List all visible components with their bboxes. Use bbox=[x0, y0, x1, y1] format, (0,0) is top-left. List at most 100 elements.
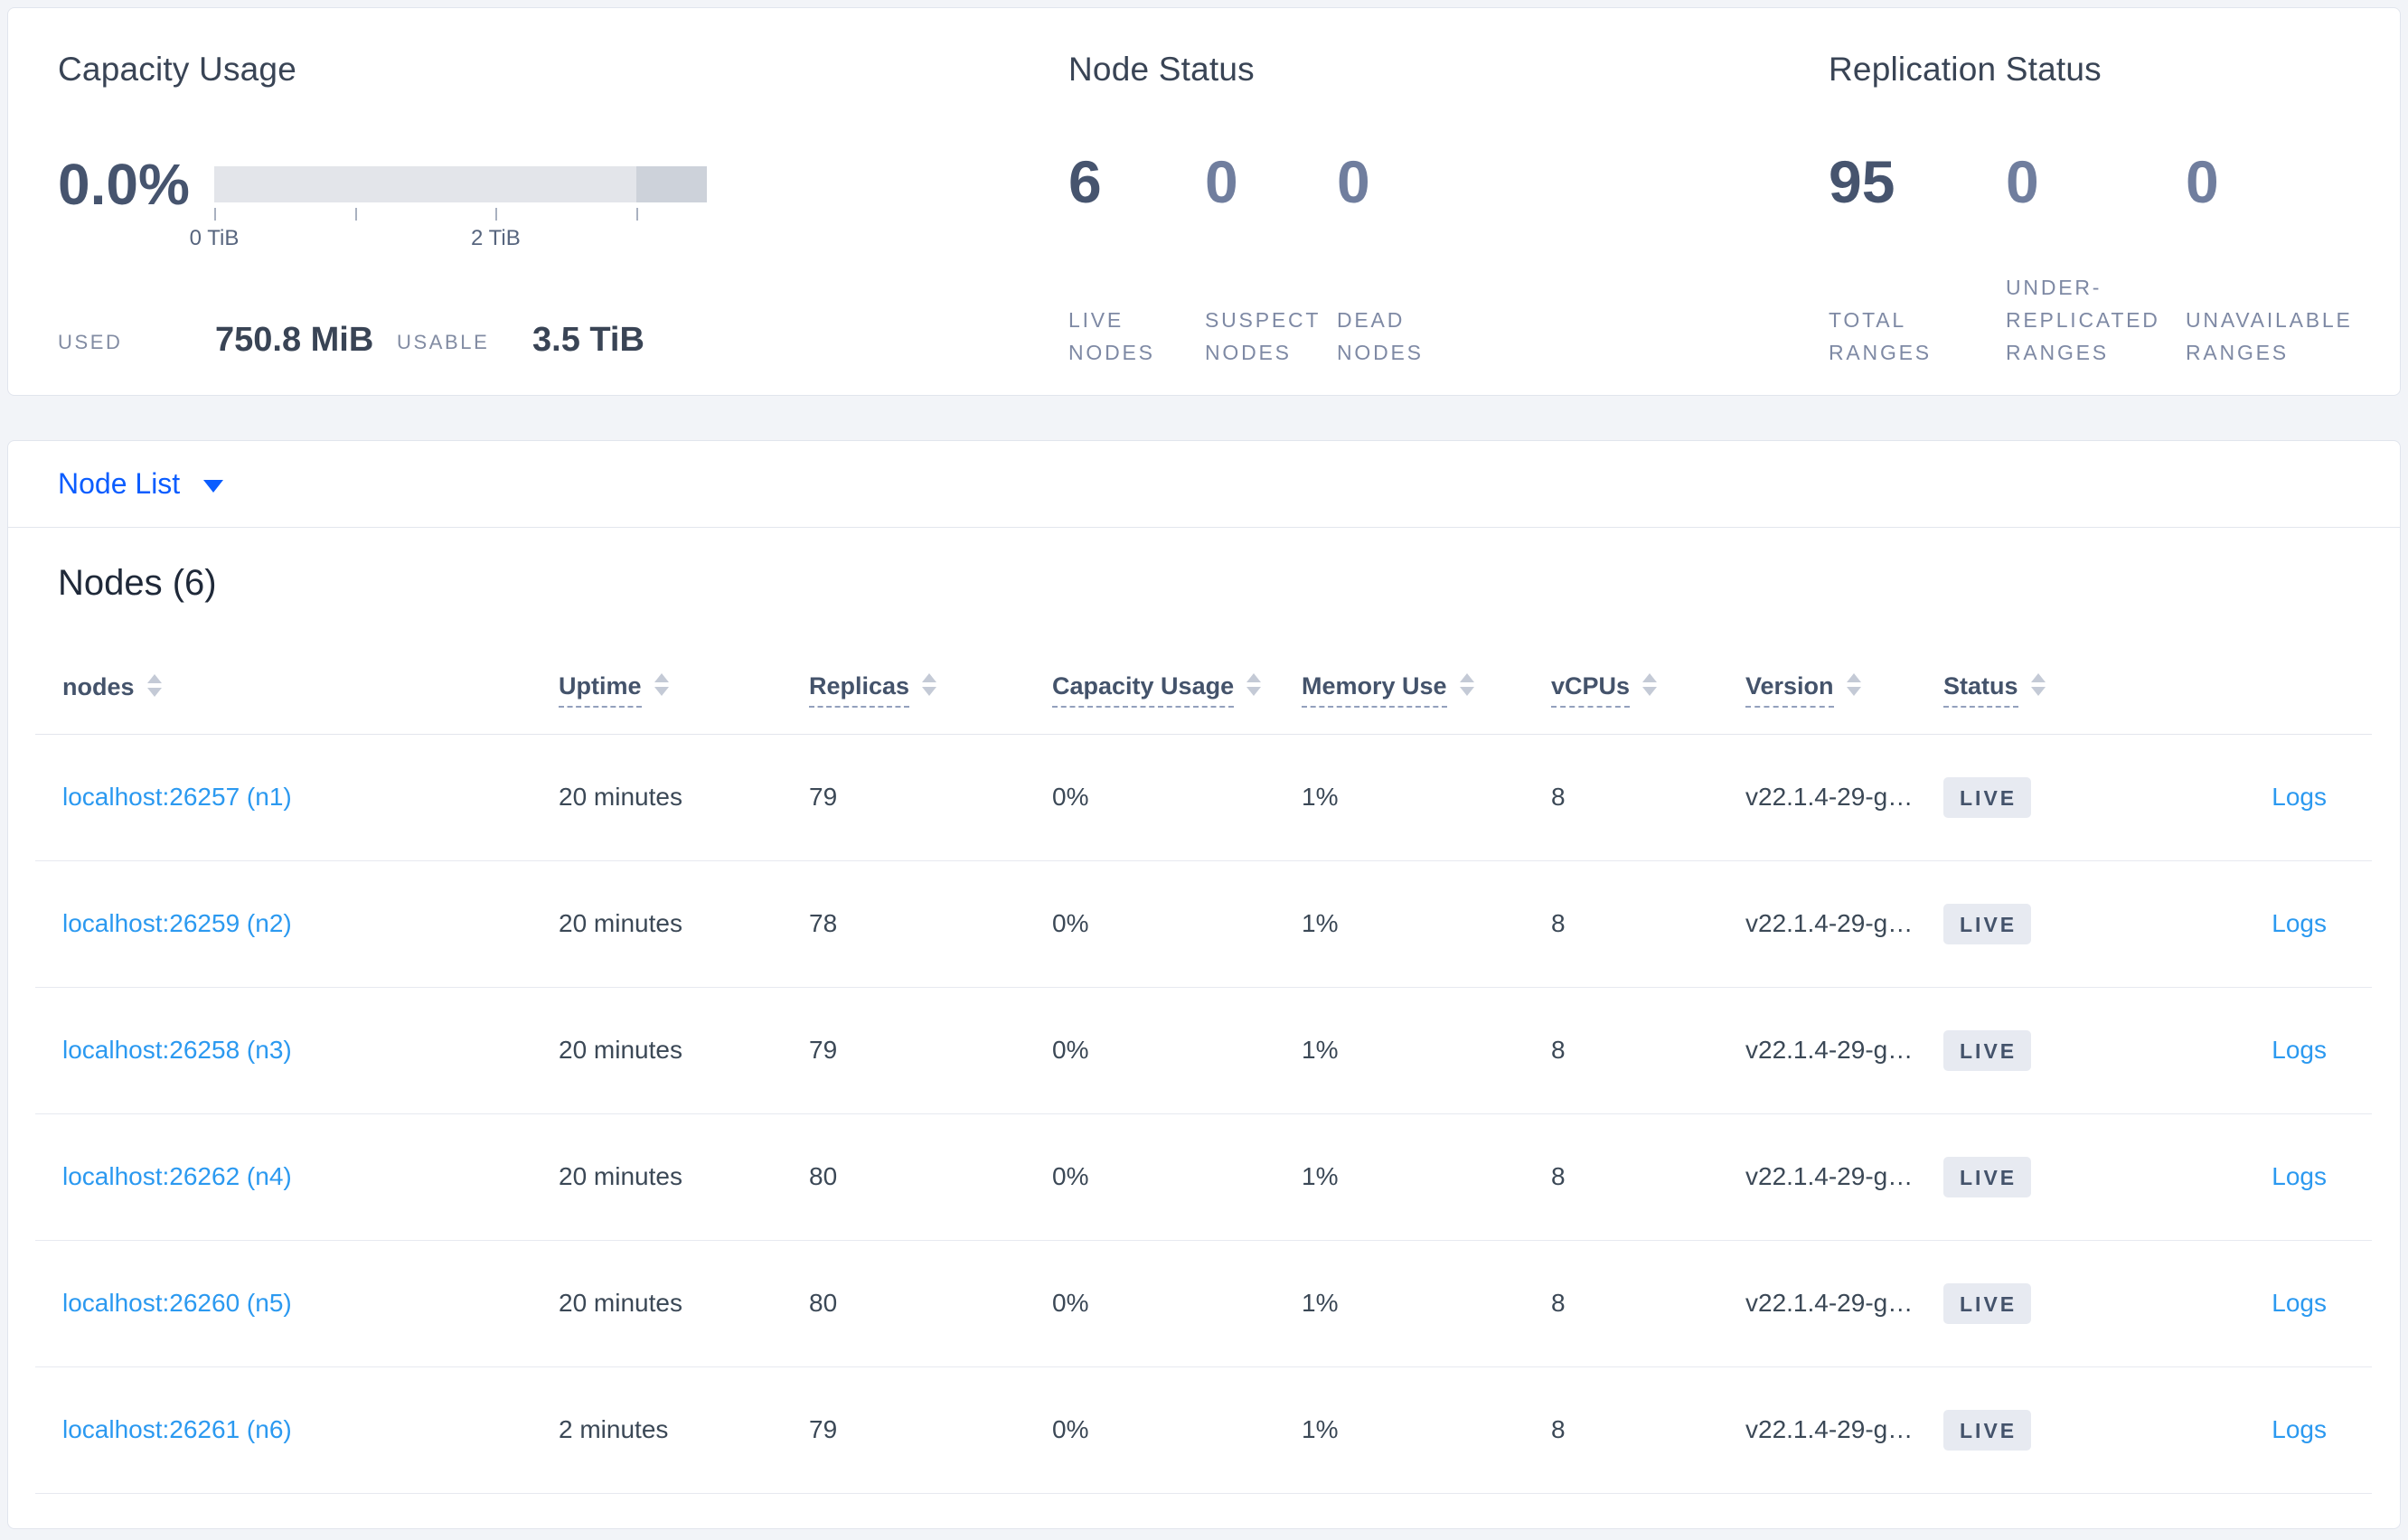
table-row: localhost:26258 (n3) 20 minutes 79 0% 1% 8 v22… bbox=[35, 987, 2372, 1114]
replication-status-title: Replication Status bbox=[1829, 51, 2102, 88]
uptime-cell: 20 minutes bbox=[559, 783, 682, 811]
column-label-uptime: Uptime bbox=[559, 672, 642, 709]
uptime-cell: 20 minutes bbox=[559, 909, 682, 937]
column-label-memory: Memory Use bbox=[1302, 672, 1447, 709]
capacity-axis-tick bbox=[636, 208, 639, 221]
column-header-vcpus[interactable]: vCPUs bbox=[1524, 647, 1718, 735]
vcpus-cell: 8 bbox=[1551, 1289, 1566, 1317]
memory-cell: 1% bbox=[1302, 1289, 1339, 1317]
node-link[interactable]: localhost:26262 (n4) bbox=[62, 1162, 292, 1190]
column-header-status[interactable]: Status bbox=[1916, 647, 2097, 735]
column-header-memory[interactable]: Memory Use bbox=[1275, 647, 1524, 735]
logs-link[interactable]: Logs bbox=[2272, 1162, 2327, 1190]
node-link[interactable]: localhost:26257 (n1) bbox=[62, 783, 292, 811]
memory-cell: 1% bbox=[1302, 783, 1339, 811]
column-header-uptime[interactable]: Uptime bbox=[531, 647, 782, 735]
capacity-usage-title: Capacity Usage bbox=[58, 51, 296, 88]
replicas-cell: 80 bbox=[809, 1162, 838, 1190]
uptime-cell: 2 minutes bbox=[559, 1415, 669, 1443]
column-header-logs bbox=[2097, 647, 2372, 735]
nodes-table-head-row: nodes Uptime Replicas Capacity Usage Memory … bbox=[35, 647, 2372, 735]
version-cell: v22.1.4-29-g… bbox=[1745, 1036, 1914, 1064]
vcpus-cell: 8 bbox=[1551, 783, 1566, 811]
table-row: localhost:26259 (n2) 20 minutes 78 0% 1% 8 v22… bbox=[35, 860, 2372, 988]
capacity-cell: 0% bbox=[1052, 1289, 1089, 1317]
node-link[interactable]: localhost:26259 (n2) bbox=[62, 909, 292, 937]
capacity-axis-label: 0 TiB bbox=[189, 226, 240, 250]
replicas-cell: 78 bbox=[809, 909, 838, 937]
logs-link[interactable]: Logs bbox=[2272, 1415, 2327, 1443]
table-row: localhost:26261 (n6) 2 minutes 79 0% 1% 8 v22.… bbox=[35, 1366, 2372, 1494]
column-label-node: nodes bbox=[62, 673, 135, 701]
column-header-node[interactable]: nodes bbox=[35, 647, 531, 735]
node-status-section: Node Status 6 LIVE NODES 0 SUSPECT NODES… bbox=[1068, 48, 1701, 391]
uptime-cell: 20 minutes bbox=[559, 1036, 682, 1064]
capacity-bar: 0 TiB 2 TiB bbox=[190, 166, 707, 257]
replicas-cell: 79 bbox=[809, 1415, 838, 1443]
status-badge: LIVE bbox=[1943, 776, 2032, 818]
usable-value: 3.5 TiB bbox=[532, 321, 644, 359]
used-value: 750.8 MiB bbox=[215, 321, 374, 359]
logs-link[interactable]: Logs bbox=[2272, 1289, 2327, 1317]
stat-dead-nodes: 0 DEAD NODES bbox=[1337, 152, 1491, 369]
sort-icon bbox=[1642, 672, 1658, 696]
vcpus-cell: 8 bbox=[1551, 1036, 1566, 1064]
vcpus-cell: 8 bbox=[1551, 1415, 1566, 1443]
total-ranges-value: 95 bbox=[1829, 148, 1895, 215]
vcpus-cell: 8 bbox=[1551, 1162, 1566, 1190]
capacity-cell: 0% bbox=[1052, 1162, 1089, 1190]
replicas-cell: 80 bbox=[809, 1289, 838, 1317]
version-cell: v22.1.4-29-g… bbox=[1745, 909, 1914, 937]
node-list-header-bar: Node List bbox=[8, 441, 2400, 528]
node-list-dropdown[interactable]: Node List bbox=[58, 467, 224, 501]
capacity-bar-reserved-segment bbox=[636, 166, 707, 202]
sort-icon bbox=[1846, 672, 1861, 696]
version-cell: v22.1.4-29-g… bbox=[1745, 1415, 1914, 1443]
node-link[interactable]: localhost:26258 (n3) bbox=[62, 1036, 292, 1064]
capacity-cell: 0% bbox=[1052, 909, 1089, 937]
replicas-cell: 79 bbox=[809, 1036, 838, 1064]
live-nodes-value: 6 bbox=[1068, 148, 1102, 215]
unavailable-ranges-label: UNAVAILABLE RANGES bbox=[2186, 308, 2353, 364]
column-label-version: Version bbox=[1745, 672, 1834, 709]
sort-icon bbox=[1246, 672, 1262, 696]
column-label-status: Status bbox=[1943, 672, 2018, 709]
stat-total-ranges: 95 TOTAL RANGES bbox=[1829, 152, 2006, 369]
version-cell: v22.1.4-29-g… bbox=[1745, 1162, 1914, 1190]
version-cell: v22.1.4-29-g… bbox=[1745, 1289, 1914, 1317]
used-label: USED bbox=[58, 331, 123, 353]
chevron-down-icon bbox=[203, 479, 224, 493]
sort-icon bbox=[654, 672, 669, 696]
column-label-capacity: Capacity Usage bbox=[1052, 672, 1235, 709]
capacity-axis-tick bbox=[214, 208, 216, 221]
dead-nodes-value: 0 bbox=[1337, 148, 1370, 215]
capacity-usage-section: Capacity Usage 0.0% 0 TiB 2 TiB USED 750… bbox=[58, 48, 1025, 391]
node-link[interactable]: localhost:26261 (n6) bbox=[62, 1415, 292, 1443]
capacity-cell: 0% bbox=[1052, 1415, 1089, 1443]
logs-link[interactable]: Logs bbox=[2272, 783, 2327, 811]
total-ranges-label: TOTAL RANGES bbox=[1829, 308, 1932, 364]
status-badge: LIVE bbox=[1943, 903, 2032, 944]
stat-suspect-nodes: 0 SUSPECT NODES bbox=[1205, 152, 1337, 369]
stat-live-nodes: 6 LIVE NODES bbox=[1068, 152, 1205, 369]
table-row: localhost:26262 (n4) 20 minutes 80 0% 1% 8 v22… bbox=[35, 1113, 2372, 1241]
column-label-vcpus: vCPUs bbox=[1551, 672, 1631, 709]
capacity-values-row: USED 750.8 MiB USABLE 3.5 TiB bbox=[58, 315, 745, 361]
logs-link[interactable]: Logs bbox=[2272, 1036, 2327, 1064]
replication-stats: 95 TOTAL RANGES 0 UNDER- REPLICATED RANG… bbox=[1829, 152, 2384, 369]
capacity-percent-value: 0.0% bbox=[58, 152, 190, 217]
nodes-table: nodes Uptime Replicas Capacity Usage Memory … bbox=[35, 647, 2372, 1494]
column-header-replicas[interactable]: Replicas bbox=[782, 647, 1025, 735]
column-header-version[interactable]: Version bbox=[1718, 647, 1916, 735]
node-status-title: Node Status bbox=[1068, 51, 1255, 88]
node-link[interactable]: localhost:26260 (n5) bbox=[62, 1289, 292, 1317]
live-nodes-label: LIVE NODES bbox=[1068, 308, 1155, 364]
suspect-nodes-value: 0 bbox=[1205, 148, 1238, 215]
column-label-replicas: Replicas bbox=[809, 672, 910, 709]
capacity-bar-track bbox=[214, 166, 707, 202]
column-header-capacity[interactable]: Capacity Usage bbox=[1025, 647, 1275, 735]
sort-icon bbox=[146, 673, 162, 697]
status-badge: LIVE bbox=[1943, 1029, 2032, 1071]
logs-link[interactable]: Logs bbox=[2272, 909, 2327, 937]
capacity-axis-tick bbox=[495, 208, 498, 221]
